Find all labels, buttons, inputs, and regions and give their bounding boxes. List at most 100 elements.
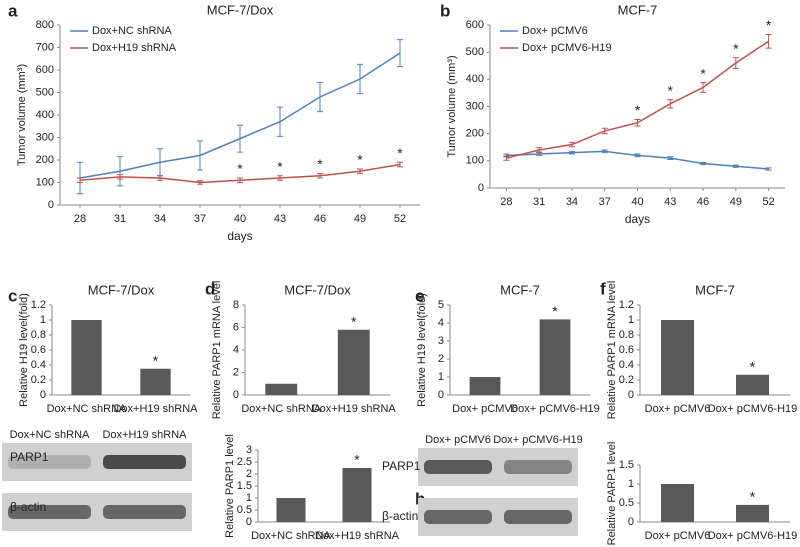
lane-label: Dox+H19 shRNA: [102, 429, 187, 441]
y-axis-label: Tumor volume (mm³): [446, 55, 458, 157]
y-tick-label: 700: [36, 41, 54, 53]
y-tick-label: 4: [233, 344, 239, 356]
panel-letter: e: [415, 286, 424, 305]
legend-label: Dox+H19 shRNA: [92, 42, 177, 54]
x-tick-label: Dox+NC shRNA: [251, 530, 331, 542]
chart-title: MCF-7/Dox: [284, 282, 351, 297]
panel-letter: f: [600, 279, 606, 298]
panel-letter: c: [8, 286, 17, 305]
chart-title: MCF-7: [695, 282, 735, 297]
bar: [661, 484, 694, 522]
y-tick-label: 400: [36, 109, 54, 121]
annotation: *: [397, 145, 403, 161]
lane-label: Dox+ pCMV6-H19: [493, 434, 583, 446]
error-bar: [536, 147, 543, 153]
y-tick-label: 100: [36, 176, 54, 188]
error-bar: [357, 63, 363, 95]
y-tick-label: 0: [628, 389, 634, 401]
error-bar: [700, 161, 707, 166]
y-tick-label: 1.2: [619, 299, 634, 311]
y-tick-label: 4: [438, 317, 444, 329]
x-tick-label: 52: [394, 213, 406, 225]
annotation: *: [351, 313, 357, 329]
y-axis-label: Relative PARP1 level: [224, 434, 236, 538]
y-tick-label: 0.8: [619, 329, 634, 341]
x-tick-label: 52: [762, 196, 774, 208]
annotation: *: [750, 489, 756, 505]
bar: [337, 329, 370, 395]
x-tick-label: Dox+H19 shRNA: [113, 403, 198, 415]
error-bar: [634, 153, 641, 158]
x-tick-label: Dox+NC shRNA: [241, 403, 321, 415]
y-tick-label: 2: [233, 366, 239, 378]
y-tick-label: 0: [438, 389, 444, 401]
legend-label: Dox+NC shRNA: [92, 25, 172, 37]
panel-letter: b: [440, 1, 450, 20]
error-bar: [732, 57, 739, 69]
y-tick-label: 100: [466, 155, 484, 167]
bar: [469, 377, 501, 395]
x-tick-label: Dox+H19 shRNA: [312, 403, 397, 415]
legend-label: Dox+ pCMV6-H19: [522, 42, 612, 54]
y-tick-label: 5: [438, 299, 444, 311]
bar: [276, 498, 306, 522]
x-tick-label: 43: [274, 213, 286, 225]
annotation: *: [153, 352, 159, 368]
x-tick-label: 49: [730, 196, 742, 208]
y-tick-label: 300: [36, 131, 54, 143]
error-bar: [503, 155, 510, 161]
y-tick-label: 8: [233, 299, 239, 311]
lane-label: Dox+NC shRNA: [10, 429, 90, 441]
y-tick-label: 0.6: [31, 344, 46, 356]
y-tick-label: 3: [246, 444, 252, 456]
chart-title: MCF-7: [500, 282, 540, 297]
x-tick-label: 40: [631, 196, 643, 208]
y-tick-label: 0: [40, 389, 46, 401]
y-tick-label: 400: [466, 73, 484, 85]
error-bar: [77, 177, 83, 183]
y-tick-label: 300: [466, 100, 484, 112]
bar: [265, 383, 298, 395]
x-tick-label: Dox+ pCMV6-H19: [708, 530, 798, 542]
y-tick-label: 500: [36, 86, 54, 98]
chart-title: MCF-7/Dox: [207, 2, 274, 17]
bar: [661, 320, 694, 395]
y-tick-label: 0.5: [619, 497, 634, 509]
y-tick-label: 0: [233, 389, 239, 401]
y-tick-label: 2: [438, 353, 444, 365]
x-tick-label: Dox+ pCMV6: [645, 530, 711, 542]
y-tick-label: 600: [466, 19, 484, 31]
y-axis-label: Relative H19 level(fold): [18, 293, 30, 407]
bar: [140, 368, 171, 395]
error-bar: [568, 141, 575, 148]
x-tick-label: Dox+ pCMV6: [452, 403, 518, 415]
error-bar: [634, 119, 641, 127]
legend-label: Dox+ pCMV6: [522, 25, 588, 37]
y-axis-label: Relative PARP1 mRNA level: [211, 281, 223, 420]
y-tick-label: 0.5: [237, 504, 252, 516]
row-label: PARP1: [10, 450, 49, 464]
error-bar: [157, 175, 163, 181]
error-bar: [117, 174, 123, 180]
x-tick-label: 46: [314, 213, 326, 225]
x-tick-label: Dox+NC shRNA: [47, 403, 127, 415]
bar: [342, 468, 372, 522]
y-tick-label: 0.6: [619, 344, 634, 356]
y-tick-label: 1: [246, 492, 252, 504]
series-line: [79, 52, 401, 179]
error-bar: [237, 124, 243, 153]
y-tick-label: 6: [233, 321, 239, 333]
bar: [736, 374, 769, 395]
error-bar: [765, 34, 772, 49]
y-tick-label: 1: [40, 314, 46, 326]
y-tick-label: 600: [36, 64, 54, 76]
error-bar: [237, 177, 243, 183]
blot-band: [8, 455, 91, 469]
annotation: *: [237, 161, 243, 177]
error-bar: [732, 164, 739, 168]
series-line: [506, 40, 770, 159]
blot-band: [103, 505, 186, 519]
row-label: β-actin: [382, 509, 418, 523]
annotation: *: [277, 158, 283, 174]
error-bar: [277, 175, 283, 181]
